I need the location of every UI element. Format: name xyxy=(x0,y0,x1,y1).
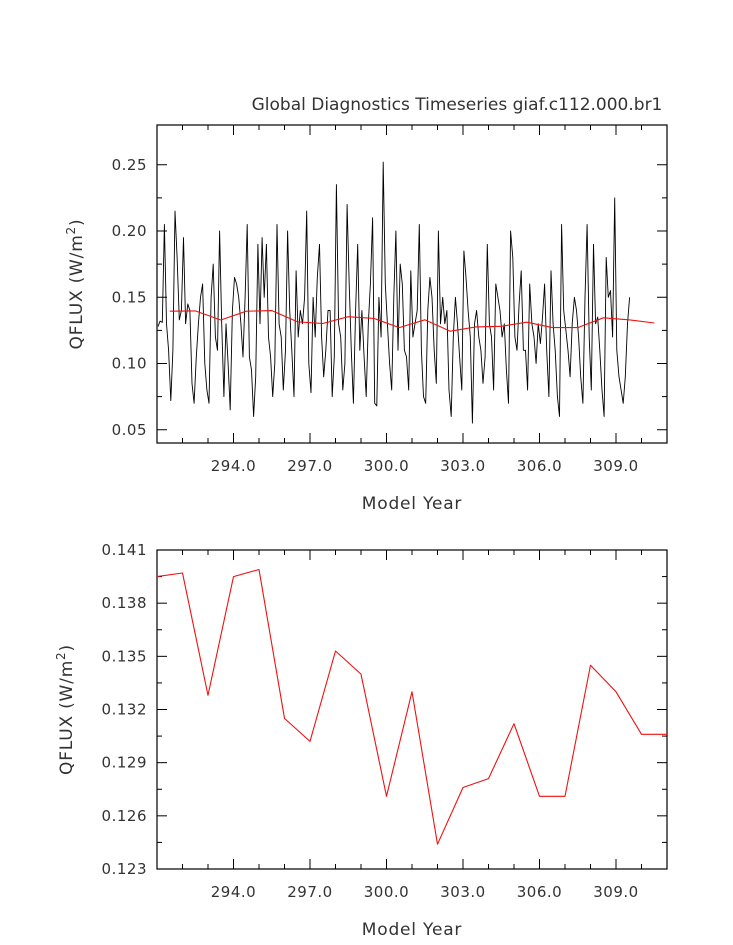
y-tick-label: 0.126 xyxy=(102,807,147,825)
y-tick-label: 0.05 xyxy=(112,421,147,439)
top-chart-panel: 294.0 297.0 300.0 303.0 306.0 309.0 0.05 0.10 0.… xyxy=(64,95,668,514)
y-tick-label: 0.20 xyxy=(112,222,147,240)
plot-frame xyxy=(156,549,668,870)
series-line-1 xyxy=(169,310,655,332)
bottom-chart-panel: 294.0 297.0 300.0 303.0 306.0 309.0 0.123 0.126… xyxy=(54,541,668,940)
x-tick-label: 309.0 xyxy=(593,883,638,901)
y-tick-label: 0.10 xyxy=(112,355,147,373)
x-tick-label: 300.0 xyxy=(364,457,409,475)
y-tick-label: 0.129 xyxy=(102,754,147,772)
x-tick-label: 294.0 xyxy=(211,457,256,475)
x-tick-label: 300.0 xyxy=(364,883,409,901)
x-tick-label: 303.0 xyxy=(440,883,485,901)
series-line-0 xyxy=(157,161,631,424)
x-axis-label: Model Year xyxy=(362,920,462,940)
y-tick-label: 0.138 xyxy=(102,594,147,612)
y-axis-label: QFLUX (W/m2) xyxy=(64,219,87,350)
x-tick-label: 294.0 xyxy=(211,883,256,901)
x-tick-label: 309.0 xyxy=(593,457,638,475)
x-tick-label: 303.0 xyxy=(440,457,485,475)
y-tick-label: 0.15 xyxy=(112,288,147,306)
y-tick-label: 0.123 xyxy=(102,860,147,878)
x-tick-label: 306.0 xyxy=(517,883,562,901)
x-tick-label: 297.0 xyxy=(287,883,332,901)
plot-frame xyxy=(156,124,668,444)
y-tick-label: 0.135 xyxy=(102,647,147,665)
y-tick-label: 0.25 xyxy=(112,156,147,174)
x-axis-label: Model Year xyxy=(362,494,462,514)
x-tick-label: 297.0 xyxy=(287,457,332,475)
y-tick-label: 0.141 xyxy=(102,541,147,559)
series-line-0 xyxy=(156,568,667,845)
x-tick-label: 306.0 xyxy=(517,457,562,475)
y-tick-label: 0.132 xyxy=(102,701,147,719)
y-axis-label: QFLUX (W/m2) xyxy=(54,644,77,775)
chart-title: Global Diagnostics Timeseries giaf.c112.… xyxy=(252,95,663,115)
